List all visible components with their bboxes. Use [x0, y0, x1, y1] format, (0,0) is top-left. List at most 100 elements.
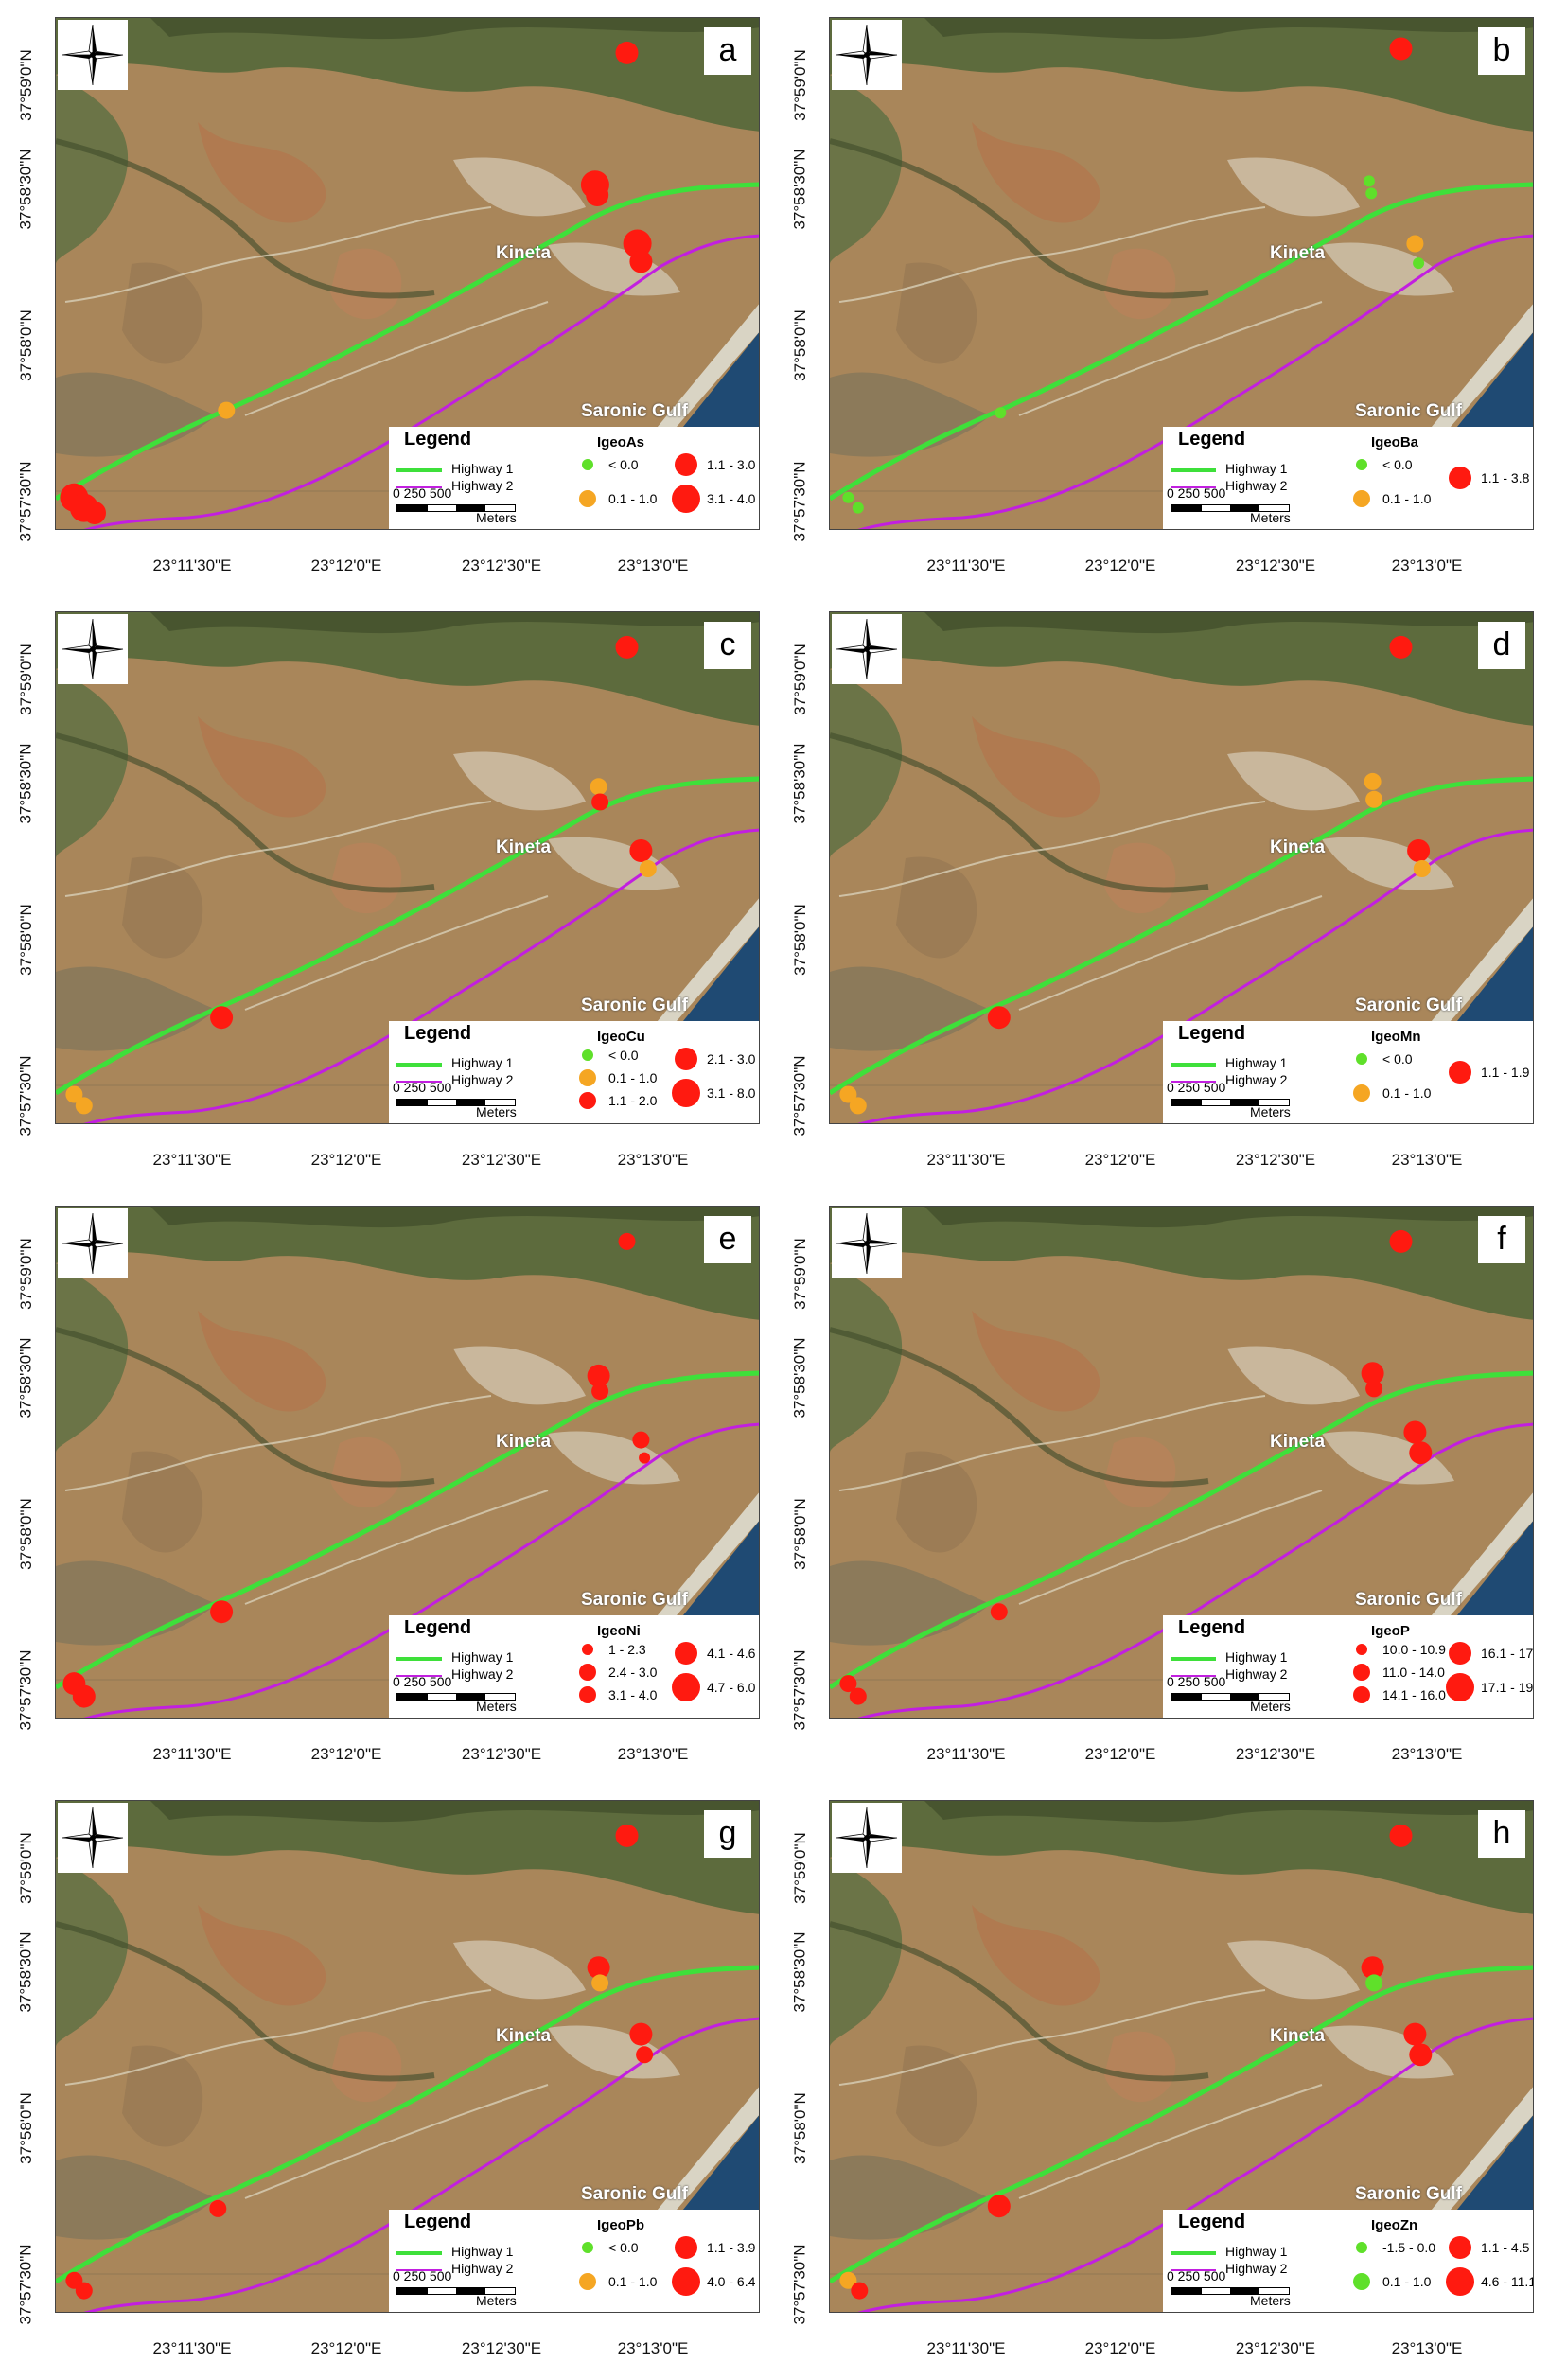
sample-point[interactable]: [218, 401, 236, 419]
sample-point[interactable]: [1389, 635, 1413, 659]
legend-highway-1: Highway 1: [1171, 461, 1341, 478]
longitude-label: 23°13'0"E: [1391, 2339, 1463, 2357]
sample-point[interactable]: [1364, 772, 1382, 790]
sample-point[interactable]: [629, 2022, 653, 2046]
legend-class-label: 1.1 - 3.9: [707, 2240, 756, 2255]
sample-point[interactable]: [849, 1097, 867, 1115]
sample-point[interactable]: [1361, 1362, 1384, 1385]
sample-point[interactable]: [1389, 1824, 1413, 1847]
sample-point[interactable]: [1363, 175, 1375, 187]
sample-point[interactable]: [639, 1452, 651, 1464]
sample-point[interactable]: [639, 860, 657, 877]
legend-title: Legend: [404, 1023, 472, 1044]
longitude-label: 23°12'0"E: [310, 2339, 382, 2357]
sample-point[interactable]: [1413, 257, 1425, 270]
sample-point[interactable]: [587, 1364, 610, 1387]
satellite-map[interactable]: f Kineta Saronic Gulf Legend IgeoP Highw…: [829, 1206, 1534, 1719]
sample-point[interactable]: [629, 250, 653, 273]
sample-point[interactable]: [852, 502, 864, 514]
sample-point[interactable]: [1389, 37, 1413, 61]
legend-symbol: [1356, 2242, 1367, 2253]
legend-symbol: [672, 2267, 700, 2296]
place-label-kineta: Kineta: [496, 2026, 552, 2046]
sample-point[interactable]: [591, 1383, 609, 1401]
map-panel-f: 37°59'0"N 37°58'30"N 37°58'0"N 37°57'30"…: [774, 1189, 1548, 1783]
satellite-map[interactable]: a Kineta Saronic Gulf Legend IgeoAs High…: [55, 17, 760, 530]
satellite-map[interactable]: h Kineta Saronic Gulf Legend IgeoZn High…: [829, 1800, 1534, 2313]
sample-point[interactable]: [1407, 839, 1431, 862]
map-legend: Legend IgeoCu Highway 1 Highway 2 < 0.0 0…: [389, 1021, 759, 1123]
sample-point[interactable]: [209, 2199, 227, 2217]
sample-point[interactable]: [615, 1824, 639, 1847]
sample-point[interactable]: [586, 184, 609, 206]
legend-symbol: [582, 2242, 593, 2253]
sample-point[interactable]: [632, 1431, 650, 1449]
legend-symbol: [579, 1069, 596, 1086]
sample-point[interactable]: [1409, 1441, 1433, 1465]
map-legend: Legend IgeoBa Highway 1 Highway 2 < 0.0 0…: [1163, 427, 1533, 529]
sample-point[interactable]: [75, 1097, 93, 1115]
compass-rose-icon: [58, 1208, 128, 1278]
sample-point[interactable]: [851, 2282, 869, 2300]
longitude-label: 23°13'0"E: [617, 556, 689, 574]
sample-point[interactable]: [629, 839, 653, 862]
sample-point[interactable]: [1413, 860, 1431, 877]
satellite-map[interactable]: c Kineta Saronic Gulf Legend IgeoCu High…: [55, 611, 760, 1124]
sample-point[interactable]: [849, 1687, 867, 1705]
sample-point[interactable]: [839, 1085, 857, 1103]
sample-point[interactable]: [75, 2282, 93, 2300]
legend-class-label: 0.1 - 1.0: [1382, 2274, 1432, 2289]
legend-field-name: IgeoBa: [1371, 434, 1419, 450]
satellite-map[interactable]: g Kineta Saronic Gulf Legend IgeoPb High…: [55, 1800, 760, 2313]
legend-class-label: 1 - 2.3: [608, 1642, 646, 1657]
sample-point[interactable]: [591, 1974, 609, 1992]
sample-point[interactable]: [72, 1684, 96, 1708]
legend-highway-1: Highway 1: [396, 1055, 567, 1072]
sample-point[interactable]: [1365, 790, 1383, 808]
sample-point[interactable]: [1389, 1229, 1413, 1253]
sample-point[interactable]: [842, 491, 854, 503]
sample-point[interactable]: [839, 1675, 857, 1693]
sample-point[interactable]: [995, 407, 1007, 419]
sample-point[interactable]: [1406, 235, 1424, 253]
sample-point[interactable]: [990, 1603, 1008, 1621]
legend-symbol: [582, 1049, 593, 1061]
sample-point[interactable]: [210, 1600, 234, 1624]
sample-point[interactable]: [83, 502, 106, 524]
legend-title: Legend: [404, 2212, 472, 2232]
sample-point[interactable]: [1365, 187, 1378, 200]
sample-point[interactable]: [590, 778, 607, 796]
longitude-label: 23°11'30"E: [926, 1745, 1006, 1763]
sample-point[interactable]: [587, 1956, 610, 1980]
legend-class-label: 1.1 - 4.5: [1481, 2240, 1530, 2255]
sample-point[interactable]: [65, 1085, 83, 1103]
sample-point[interactable]: [591, 793, 609, 811]
sample-point[interactable]: [636, 2046, 654, 2064]
latitude-label: 37°58'0"N: [17, 904, 36, 976]
satellite-map[interactable]: b Kineta Saronic Gulf Legend IgeoBa High…: [829, 17, 1534, 530]
satellite-map[interactable]: d Kineta Saronic Gulf Legend IgeoMn High…: [829, 611, 1534, 1124]
sample-point[interactable]: [839, 2271, 857, 2289]
place-label-saronic-gulf: Saronic Gulf: [581, 401, 688, 421]
legend-symbol: [1446, 1673, 1474, 1701]
satellite-map[interactable]: e Kineta Saronic Gulf Legend IgeoNi High…: [55, 1206, 760, 1719]
place-label-saronic-gulf: Saronic Gulf: [1355, 996, 1462, 1015]
sample-point[interactable]: [615, 41, 639, 64]
scale-bar: 0 250 500 Meters: [393, 1674, 544, 1716]
sample-point[interactable]: [987, 1006, 1011, 1030]
legend-class-label: < 0.0: [1382, 457, 1413, 472]
sample-point[interactable]: [1361, 1956, 1384, 1980]
highway-2-line: [857, 234, 1533, 529]
sample-point[interactable]: [618, 1232, 636, 1250]
panel-letter: d: [1478, 622, 1525, 669]
sample-point[interactable]: [987, 2195, 1011, 2218]
longitude-label: 23°12'0"E: [310, 556, 382, 574]
sample-point[interactable]: [1365, 1974, 1383, 1992]
sample-point[interactable]: [1403, 2022, 1427, 2046]
sample-point[interactable]: [210, 1006, 234, 1030]
sample-point[interactable]: [1403, 1420, 1427, 1444]
latitude-label: 37°57'30"N: [791, 461, 809, 542]
sample-point[interactable]: [1365, 1380, 1383, 1398]
sample-point[interactable]: [615, 635, 639, 659]
sample-point[interactable]: [1409, 2043, 1433, 2067]
